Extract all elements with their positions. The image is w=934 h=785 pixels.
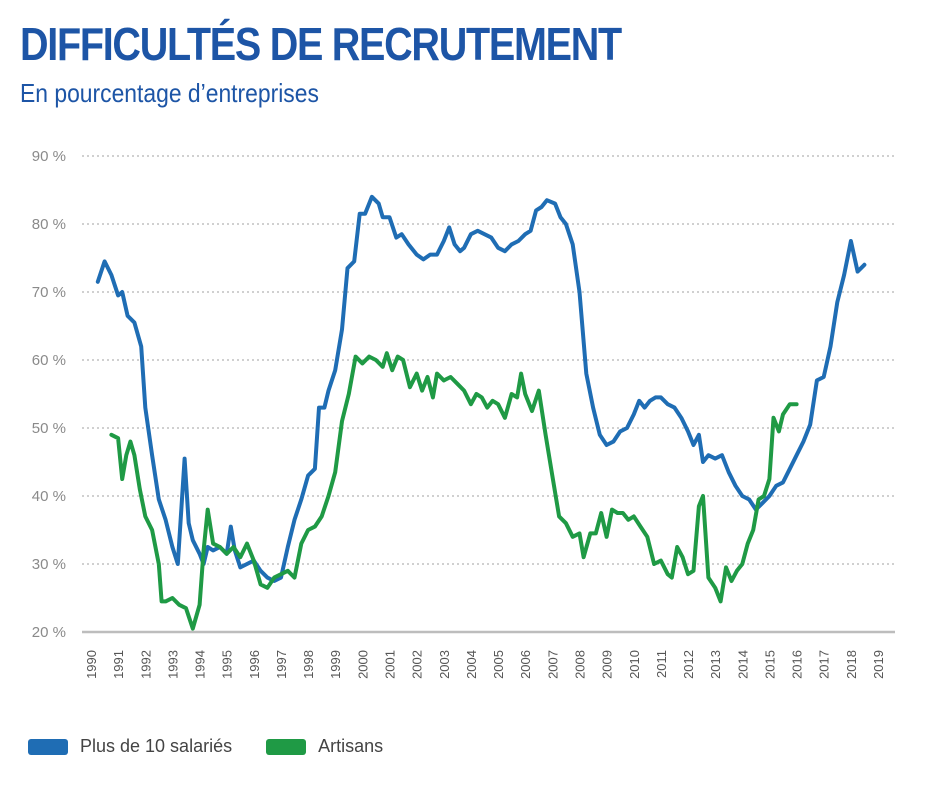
x-tick-label: 1996: [247, 650, 262, 679]
legend-swatch-blue: [28, 738, 68, 755]
x-tick-label: 2010: [627, 650, 642, 679]
legend-label: Artisans: [318, 736, 384, 756]
legend: Plus de 10 salariés Artisans: [28, 736, 417, 757]
series-lines: [95, 194, 867, 631]
x-tick-label: 2006: [518, 650, 533, 679]
x-tick-label: 1999: [328, 650, 343, 679]
y-tick-label: 20 %: [32, 624, 66, 641]
x-tick-label: 1998: [301, 650, 316, 679]
x-axis-ticks: 1990 1991 1992 1993 1994 1995 1996 1997 1998 1999…: [84, 650, 886, 679]
x-tick-label: 2002: [410, 650, 425, 679]
series-line-plus-de-10-salaries: [95, 194, 867, 583]
y-tick-label: 80 %: [32, 216, 66, 233]
x-tick-label: 2013: [708, 650, 723, 679]
x-tick-label: 2003: [437, 650, 452, 679]
y-axis-ticks: 20 % 30 % 40 % 50 % 60 % 70 % 80 % 90 %: [32, 148, 66, 641]
x-tick-label: 2005: [491, 650, 506, 679]
x-tick-label: 2009: [600, 650, 615, 679]
x-tick-label: 2017: [817, 650, 832, 679]
legend-label: Plus de 10 salariés: [80, 736, 233, 756]
x-tick-label: 2014: [735, 650, 750, 679]
x-tick-label: 2000: [355, 650, 370, 679]
x-tick-label: 2018: [844, 650, 859, 679]
x-tick-label: 2001: [383, 650, 398, 679]
legend-swatch-green: [266, 738, 307, 755]
y-tick-label: 50 %: [32, 420, 66, 437]
y-tick-label: 60 %: [32, 352, 66, 369]
x-tick-label: 1992: [138, 650, 153, 679]
x-tick-label: 2011: [654, 650, 669, 678]
x-tick-label: 1994: [193, 650, 208, 679]
chart-subtitle: En pourcentage d’entreprises: [20, 78, 319, 108]
x-tick-label: 2015: [762, 650, 777, 679]
y-tick-label: 40 %: [32, 488, 66, 505]
x-tick-label: 1990: [84, 650, 99, 679]
x-tick-label: 2012: [681, 650, 696, 679]
x-tick-label: 2008: [572, 650, 587, 679]
y-tick-label: 90 %: [32, 148, 66, 165]
chart-title: DIFFICULTÉS DE RECRUTEMENT: [20, 18, 622, 70]
x-tick-label: 1991: [111, 650, 126, 679]
y-tick-label: 70 %: [32, 284, 66, 301]
x-tick-label: 1995: [220, 650, 235, 679]
y-tick-label: 30 %: [32, 556, 66, 573]
x-tick-label: 2004: [464, 650, 479, 679]
x-tick-label: 1997: [274, 650, 289, 679]
x-tick-label: 1993: [165, 650, 180, 679]
x-tick-label: 2007: [545, 650, 560, 679]
x-tick-label: 2019: [871, 650, 886, 679]
gridlines: [82, 155, 895, 634]
x-tick-label: 2016: [790, 650, 805, 679]
series-line-artisans: [109, 351, 799, 631]
legend-item-artisans: Artisans: [266, 736, 383, 757]
legend-item-plus-de-10-salaries: Plus de 10 salariés: [28, 736, 232, 757]
